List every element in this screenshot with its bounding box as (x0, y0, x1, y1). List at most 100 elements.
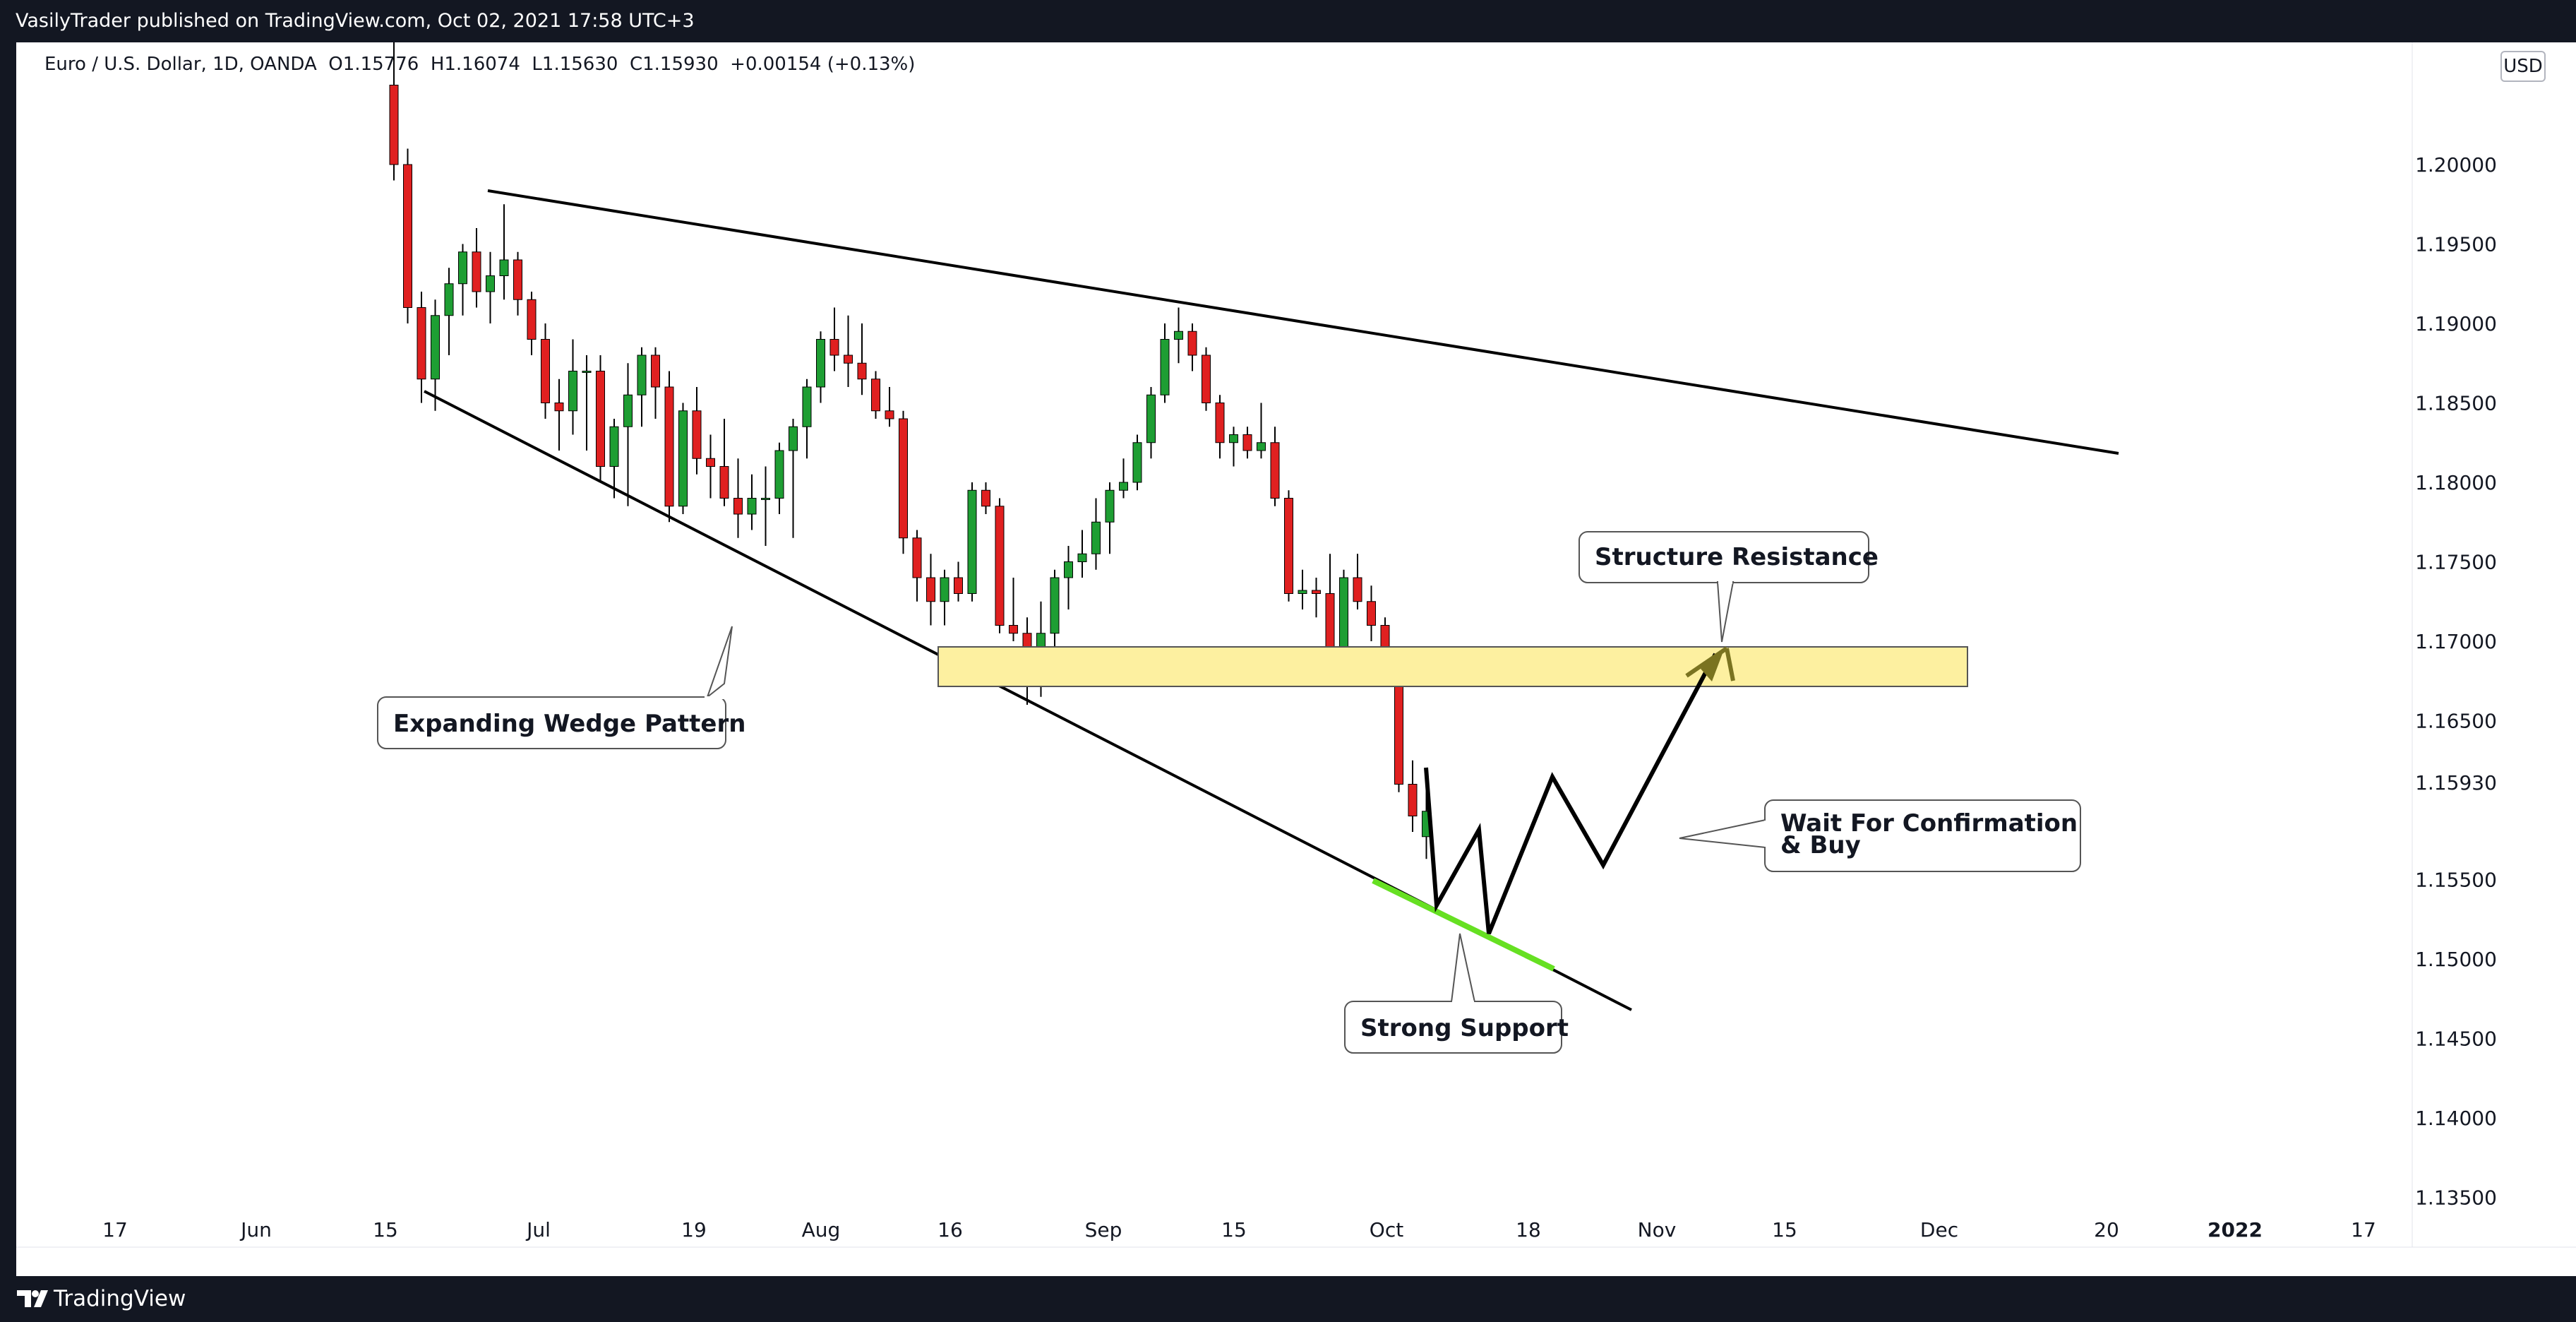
price-axis[interactable]: 1.20000 1.19500 1.19000 1.18500 1.18000 1.175… (2415, 153, 2497, 1210)
price-tick-label: 1.19000 (2415, 312, 2497, 335)
candle (637, 347, 647, 427)
price-tick-label: 1.15000 (2415, 948, 2497, 971)
candle (431, 299, 440, 411)
candle (871, 371, 880, 419)
candle (995, 498, 1005, 633)
price-tick-label: 1.14000 (2415, 1107, 2497, 1130)
callout-expanding-wedge-text: Expanding Wedge Pattern (393, 710, 745, 738)
publish-info: VasilyTrader published on TradingView.co… (16, 10, 695, 32)
candle (1215, 395, 1225, 459)
callout-structure-resistance[interactable]: Structure Resistance (1578, 531, 1879, 643)
candle (761, 466, 770, 546)
candle (1187, 323, 1197, 371)
legend-high: H1.16074 (430, 54, 520, 75)
candle (1077, 530, 1087, 578)
symbol-name[interactable]: Euro / U.S. Dollar, 1D, OANDA (44, 54, 317, 75)
candle (582, 355, 592, 451)
candle (444, 268, 454, 355)
price-tick-label: 1.15500 (2415, 869, 2497, 892)
time-axis[interactable]: 17 Jun 15 Jul 19 Aug 16 Sep 15 Oct 18 Nov 15 Dec 20 202… (102, 1218, 2376, 1241)
last-price-marker: 1.15930 (2414, 768, 2499, 797)
time-tick-label: 15 (1221, 1218, 1247, 1241)
candle (1284, 490, 1293, 602)
candle (844, 315, 853, 387)
candle (719, 419, 729, 506)
candle (816, 331, 825, 403)
candle (417, 292, 426, 403)
wedge-upper-line[interactable] (487, 189, 2119, 455)
candle (1050, 569, 1060, 650)
projection-path[interactable] (1424, 653, 1718, 935)
candle (1146, 387, 1156, 459)
candle (802, 379, 812, 459)
callout-structure-resistance-text: Structure Resistance (1595, 543, 1879, 571)
time-tick-label: Aug (802, 1218, 841, 1241)
candle (954, 561, 963, 602)
support-highlight-line[interactable] (1372, 878, 1555, 972)
candle (596, 355, 605, 482)
candle (1091, 498, 1101, 570)
callout-wait-confirmation-line1: Wait For Confirmation (1780, 809, 2078, 838)
candle (678, 403, 688, 514)
callout-strong-support[interactable]: Strong Support (1344, 933, 1569, 1054)
candle (609, 419, 619, 499)
tradingview-brand: TradingView (54, 1286, 186, 1311)
candle (1064, 546, 1073, 609)
currency-badge[interactable]: USD (2500, 51, 2546, 82)
candle (912, 530, 922, 602)
candle (747, 474, 757, 530)
candle (527, 292, 537, 355)
time-tick-label: 19 (681, 1218, 707, 1241)
time-tick-label: 17 (102, 1218, 128, 1241)
time-tick-label: 2022 (2207, 1218, 2263, 1241)
legend-close: C1.15930 (629, 54, 719, 75)
price-tick-label: 1.17500 (2415, 551, 2497, 574)
candle (1202, 347, 1211, 411)
chart-area[interactable]: Expanding Wedge Pattern Structure Resist… (16, 42, 2576, 1276)
candle (541, 323, 550, 419)
candle (472, 228, 481, 308)
callout-wait-confirmation[interactable]: Wait For Confirmation & Buy (1679, 799, 2081, 872)
time-tick-label: Nov (1638, 1218, 1677, 1241)
candle (389, 42, 399, 181)
callout-expanding-wedge[interactable]: Expanding Wedge Pattern (377, 626, 745, 749)
callout-strong-support-text: Strong Support (1360, 1014, 1569, 1042)
projection-arrow-tail (1725, 648, 1735, 681)
candle (486, 251, 495, 323)
time-tick-label: 15 (373, 1218, 398, 1241)
candle (664, 371, 674, 523)
candle (1160, 323, 1170, 403)
candle (692, 387, 702, 475)
candle (1132, 434, 1142, 491)
candle (1174, 307, 1183, 364)
price-tick-label: 1.18500 (2415, 392, 2497, 415)
callout-wait-confirmation-line2: & Buy (1780, 831, 1861, 859)
legend-open: O1.15776 (328, 54, 419, 75)
candle (499, 204, 509, 300)
candle (403, 148, 412, 323)
candle (1009, 578, 1018, 641)
time-tick-label: Jul (525, 1218, 551, 1241)
structure-resistance-zone[interactable] (937, 646, 1968, 687)
candle (789, 419, 798, 538)
time-tick-label: Dec (1920, 1218, 1958, 1241)
candle (568, 339, 577, 435)
symbol-legend[interactable]: Euro / U.S. Dollar, 1D, OANDA O1.15776 H… (44, 54, 915, 75)
candle (981, 482, 990, 514)
legend-change: +0.00154 (+0.13%) (730, 54, 916, 75)
candle (1105, 482, 1115, 554)
candle (967, 482, 977, 602)
candle (1353, 554, 1362, 609)
branding-bar: TradingView (0, 1276, 2576, 1322)
candle (1408, 760, 1418, 832)
projection-arrow-shaft (1685, 646, 1728, 678)
candle (1298, 569, 1307, 609)
time-tick-label: 17 (2351, 1218, 2376, 1241)
price-tick-label: 1.17000 (2415, 630, 2497, 653)
candle (1257, 403, 1266, 459)
candle (885, 387, 894, 427)
time-tick-label: 15 (1772, 1218, 1797, 1241)
price-chart[interactable]: Expanding Wedge Pattern Structure Resist… (16, 42, 2576, 1276)
candle (857, 323, 867, 395)
price-tick-label: 1.16500 (2415, 710, 2497, 733)
